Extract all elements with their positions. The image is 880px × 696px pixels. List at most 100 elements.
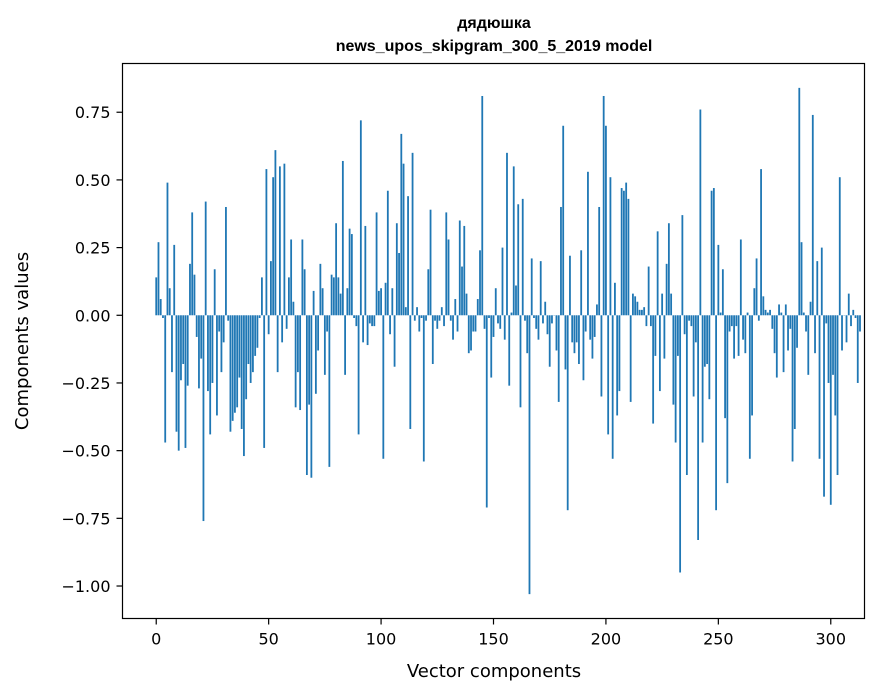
bar-component-142 [474,315,477,332]
bar-component-84 [344,315,346,375]
bar-component-233 [679,315,682,573]
bar-component-186 [573,315,576,354]
x-tick-label: 200 [591,630,622,649]
plot-frame [121,62,866,620]
bar-component-151 [494,288,497,316]
x-tick-label: 50 [258,630,278,649]
bar-component-288 [802,312,805,316]
chart-title-line-1: дядюшка [457,15,531,32]
bar-component-158 [510,312,513,316]
bar-component-231 [674,315,677,443]
bar-component-117 [418,315,421,332]
bar-component-209 [625,182,628,316]
bar-component-46 [258,315,261,318]
bar-component-11 [180,315,182,381]
bar-component-34 [231,315,234,421]
bar-component-248 [712,188,715,316]
bar-component-60 [290,239,293,316]
bar-component-9 [175,315,178,432]
bar-component-18 [195,315,198,337]
bar-component-171 [539,261,542,316]
bar-component-217 [643,307,646,316]
bar-component-276 [775,315,778,378]
bar-component-162 [519,315,522,408]
bar-component-311 [854,315,857,318]
bar-component-49 [265,169,268,316]
bar-component-63 [296,315,299,373]
bar-component-149 [490,315,493,378]
bar-component-148 [488,315,490,318]
bar-component-145 [481,95,484,316]
bar-component-286 [798,87,801,316]
bar-component-291 [809,301,812,316]
bar-component-175 [548,315,551,367]
bar-component-0 [155,277,158,316]
bar-component-22 [204,201,207,316]
bar-component-54 [276,315,279,373]
bar-component-183 [566,315,569,511]
bar-component-5 [166,182,169,316]
bar-component-23 [207,315,209,392]
bar-component-86 [348,228,351,316]
bar-component-13 [184,315,187,448]
bar-component-257 [733,315,735,359]
bar-component-106 [393,315,396,367]
bar-component-197 [598,206,601,316]
bar-component-165 [526,315,529,354]
bar-component-240 [694,315,697,343]
bar-component-68 [308,315,311,405]
bar-component-127 [440,307,443,316]
bar-component-64 [299,315,302,411]
bar-component-161 [517,204,520,316]
bar-component-89 [355,315,358,327]
bar-component-25 [211,315,214,383]
bar-component-24 [209,315,212,435]
bar-component-181 [562,125,565,316]
y-tick-label: −0.75 [61,509,110,528]
bar-component-256 [730,315,733,327]
bar-component-154 [501,247,504,316]
bar-component-187 [575,315,578,343]
bar-component-282 [789,315,792,329]
y-tick-label: 0.75 [75,103,111,122]
bar-component-299 [827,315,830,383]
bar-component-132 [452,315,454,340]
bar-component-192 [587,171,589,316]
bar-component-222 [654,315,657,356]
bar-component-20 [200,315,203,359]
bar-component-66 [303,269,306,316]
bar-component-208 [623,190,625,316]
bar-component-98 [375,212,378,316]
bar-component-302 [834,315,837,416]
bar-component-92 [362,315,364,343]
bar-component-115 [413,315,416,321]
bar-component-234 [681,215,684,316]
bar-component-238 [690,315,693,327]
bar-series [155,87,861,595]
bar-component-26 [213,269,216,316]
bar-component-227 [665,263,668,316]
bar-component-76 [326,315,329,332]
bar-component-292 [811,114,814,316]
bar-component-130 [447,239,450,316]
bar-component-278 [780,312,783,316]
bar-component-253 [724,315,726,419]
y-axis-label: Components values [12,252,33,430]
x-tick-label: 300 [815,630,846,649]
bar-component-296 [820,247,823,316]
bar-component-32 [227,315,230,321]
bar-component-152 [497,315,499,324]
y-tick-label: −1.00 [61,577,110,596]
bar-component-30 [222,315,225,343]
bar-component-305 [841,315,843,351]
y-tick-label: −0.50 [61,442,110,461]
bar-component-136 [461,266,463,316]
bar-component-104 [389,315,391,335]
bar-component-39 [243,315,245,457]
bar-component-155 [503,315,506,340]
bar-component-105 [391,288,394,316]
bar-component-307 [845,315,848,343]
bar-component-7 [171,315,173,373]
bar-component-33 [229,315,232,432]
bar-component-202 [609,177,612,316]
